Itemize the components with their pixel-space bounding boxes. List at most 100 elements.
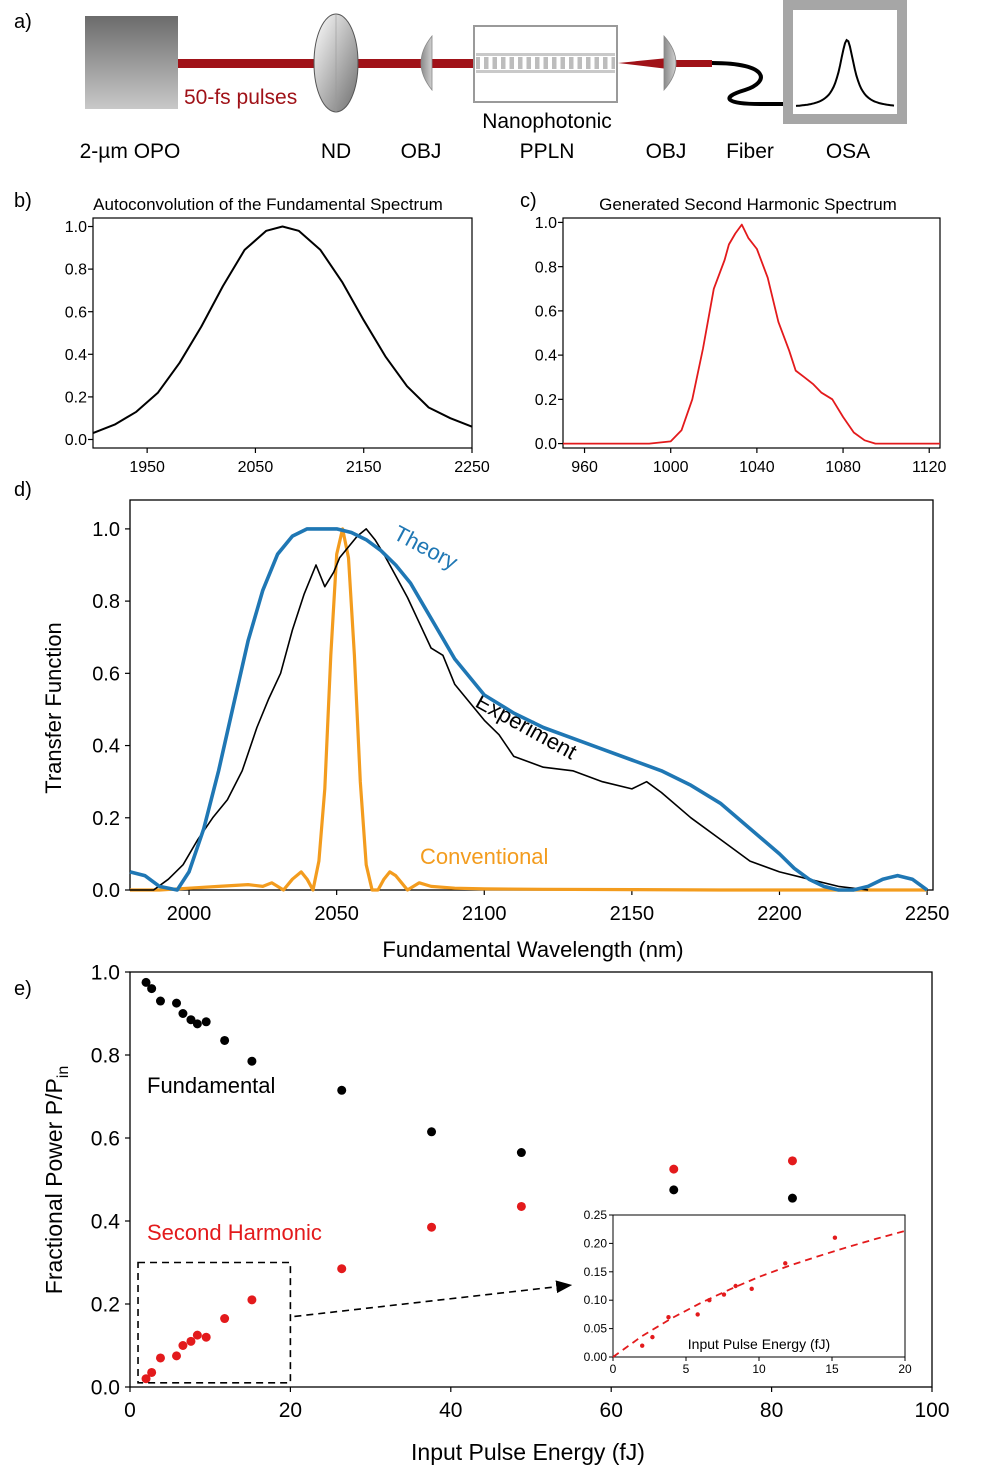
ppln-domain [590,57,595,69]
chart-b-title: Autoconvolution of the Fundamental Spect… [93,195,443,214]
y-tick-label: 0.6 [91,1127,120,1150]
label-opo: 2-µm OPO [80,140,181,163]
chart-e-inset: 0 5 10 15 20 0.00 0.05 0.10 0.15 0.20 0.25 [584,1208,912,1376]
x-tick-label: 1080 [825,459,861,476]
inset-point [749,1286,754,1292]
ppln-domain [531,57,535,69]
inset-point [721,1292,727,1297]
point-fundamental [192,1019,202,1029]
chart-e-body: 0 20 40 60 80 1000.00.20.40.60.81.0 [91,961,950,1422]
y-tick-label: 0.6 [92,663,120,685]
objective-1-icon [420,34,433,92]
series-line-theory [129,527,929,892]
fiber-icon [711,61,792,106]
ppln-domain [488,57,493,69]
beam-to-fiber [668,60,712,67]
ppln-domain [497,57,501,69]
point-second-harmonic [247,1295,257,1305]
point-second-harmonic [147,1367,157,1377]
y-tick-label: 0.8 [92,591,120,613]
y-tick-label: 0.4 [65,347,87,364]
chart-d: d) Transfer Function Fundamental Wavelen… [14,479,949,962]
label-nd: ND [321,140,351,163]
y-tick-label: 0.2 [92,808,120,830]
ppln-domain [480,57,484,69]
y-tick-label: 0.0 [91,1376,120,1399]
chart-e-ylabel: Fractional Power P/Pin [41,1066,72,1294]
axes-frame [562,217,941,449]
label-obj-2: OBJ [646,140,687,163]
y-tick-label: 1.0 [535,215,557,232]
setup-panel: a) 50-fs pulses [14,0,907,163]
x-tick-label: 2150 [346,459,382,476]
label-obj-1: OBJ [401,140,442,163]
inset-y-tick-label: 0.05 [584,1322,608,1336]
point-second-harmonic [172,1351,182,1361]
chart-d-ylabel: Transfer Function [41,622,66,794]
point-fundamental [787,1193,797,1203]
inset-y-tick-label: 0.00 [584,1350,608,1364]
y-tick-label: 0.6 [65,304,87,321]
pulse-label: 50-fs pulses [184,86,297,109]
x-tick-label: 2050 [314,903,359,925]
y-tick-label: 1.0 [65,219,87,236]
x-tick-label: 60 [600,1399,623,1422]
x-tick-label: 2200 [757,903,802,925]
inset-fit-line [612,1230,906,1358]
y-tick-label: 0.6 [535,303,557,320]
point-second-harmonic [155,1353,165,1363]
panel-label-b: b) [14,190,32,212]
ppln-domain [539,57,544,69]
inset-point [783,1261,788,1266]
point-fundamental [201,1017,211,1027]
point-second-harmonic [427,1222,437,1232]
point-fundamental [516,1148,526,1158]
inset-point [733,1283,738,1289]
point-second-harmonic [201,1332,211,1342]
y-tick-label: 0.8 [65,262,87,279]
chart-c-body: 960 1000 1040 1080 1120 0.0 0.2 0.4 0.6 0.8 1.0 [535,215,947,476]
point-fundamental [186,1015,196,1025]
point-second-harmonic [186,1336,196,1346]
x-tick-label: 2150 [610,903,655,925]
series-line-conventional [130,527,928,892]
inset-point [650,1334,655,1340]
series-line-autoconvolution [92,225,473,435]
opo-box [85,16,178,109]
ppln-domain [565,57,569,69]
y-tick-label: 0.8 [91,1044,120,1067]
chart-c-title: Generated Second Harmonic Spectrum [599,195,897,214]
chart-c: c) Generated Second Harmonic Spectrum 96… [520,190,947,476]
x-tick-label: 100 [914,1399,949,1422]
y-tick-label: 0.0 [92,880,120,902]
legend-experiment: Experiment [472,689,581,765]
ppln-domain [607,57,612,69]
y-tick-label: 0.2 [91,1293,120,1316]
inset-y-tick-label: 0.10 [584,1293,608,1307]
panel-label-c: c) [520,190,537,212]
x-tick-label: 2250 [905,903,950,925]
chart-b-body: 1950 2050 2150 2250 0.0 0.2 0.4 0.6 0.8 1.0 [65,217,490,476]
point-fundamental [220,1035,230,1045]
x-tick-label: 1000 [653,459,689,476]
x-tick-label: 2000 [167,903,212,925]
y-tick-label: 0.0 [535,436,557,453]
inset-x-tick-label: 0 [610,1362,617,1376]
inset-x-tick-label: 5 [683,1362,690,1376]
inset-point [666,1315,671,1320]
x-tick-label: 2250 [454,459,490,476]
inset-point [695,1312,700,1317]
label-ppln: PPLN [520,140,575,163]
x-tick-label: 1950 [129,459,165,476]
inset-y-tick-label: 0.15 [584,1265,608,1279]
panel-label-d: d) [14,479,32,501]
chart-e: e) Fractional Power P/Pin Input Pulse En… [14,961,950,1465]
inset-x-tick-label: 15 [825,1362,839,1376]
x-tick-label: 1120 [912,459,947,476]
point-fundamental [178,1009,188,1018]
chart-e-ylabel-sub: in [55,1066,72,1078]
ppln-domain [582,57,586,69]
beam-focus-in [430,59,478,68]
ppln-domain [599,57,603,69]
